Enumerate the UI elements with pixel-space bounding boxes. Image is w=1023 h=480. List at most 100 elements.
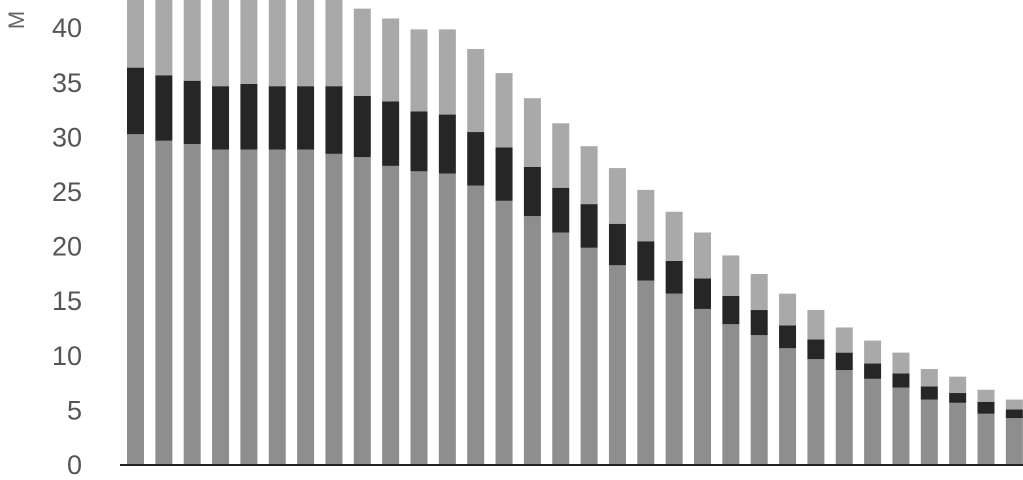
bar-segment	[155, 0, 173, 76]
bar-segment	[779, 293, 797, 326]
bar-segment	[523, 98, 541, 167]
bar-segment	[410, 171, 428, 464]
bar-segment	[495, 73, 513, 148]
bar-segment	[779, 325, 797, 349]
bar-segment	[353, 157, 371, 464]
bar-segment	[637, 241, 655, 281]
bar-segment	[183, 80, 201, 145]
bar-segment	[1005, 409, 1023, 419]
bar-segment	[835, 352, 853, 371]
bar-segment	[155, 75, 173, 141]
bar-segment	[694, 232, 711, 279]
bar-segment	[297, 86, 315, 150]
bar-segment	[722, 324, 740, 464]
bar-segment	[127, 0, 144, 68]
bar-segment	[835, 370, 853, 464]
bar-segment	[722, 255, 740, 296]
bar-segment	[523, 216, 541, 464]
bar-segment	[523, 166, 541, 217]
bar-segment	[977, 389, 995, 402]
bar-segment	[155, 140, 173, 464]
bar-segment	[920, 386, 938, 400]
bar-segment	[750, 310, 768, 336]
bar-segment	[750, 335, 768, 464]
bar-segment	[835, 327, 853, 353]
bar-segment	[722, 295, 740, 325]
bar-segment	[750, 273, 768, 311]
bar-segment	[268, 86, 286, 150]
bar-segment	[694, 308, 711, 464]
bar-segment	[212, 0, 230, 87]
bar-segment	[297, 149, 315, 464]
bar-segment	[240, 149, 258, 464]
bar-segment	[495, 200, 513, 464]
bar-segment	[438, 114, 456, 174]
bar-segment	[268, 149, 286, 464]
y-tick-label: 30	[52, 122, 82, 152]
bar-segment	[637, 280, 655, 464]
bar-segment	[240, 0, 258, 84]
y-tick-label: 35	[52, 68, 82, 98]
bar-segment	[892, 387, 910, 464]
bar-segment	[467, 132, 485, 186]
bar-segment	[382, 101, 400, 166]
bar-segment	[977, 401, 995, 414]
bar-segment	[920, 368, 938, 387]
bar-segment	[608, 168, 626, 224]
bar-segment	[382, 165, 400, 464]
bar-segment	[864, 340, 882, 364]
bar-segment	[1005, 399, 1023, 410]
bar-segment	[665, 211, 683, 261]
bar-segment	[212, 86, 230, 150]
bar-segment	[864, 378, 882, 464]
y-axis-ticks: 0 5 10 15 20 25 30 35 40	[52, 13, 82, 480]
bar-segment	[410, 111, 428, 172]
bar-segment	[977, 413, 995, 464]
bar-segment	[183, 0, 201, 81]
bar-segment	[580, 204, 598, 248]
bar-segment	[580, 146, 598, 205]
bar-segment	[212, 149, 230, 464]
y-tick-label: 25	[52, 177, 82, 207]
bar-segment	[892, 352, 910, 374]
bar-segment	[694, 278, 711, 309]
bar-segment	[438, 29, 456, 115]
bar-segment	[240, 83, 258, 150]
bar-segment	[580, 247, 598, 464]
bar-segment	[552, 187, 570, 233]
bar-segment	[325, 0, 343, 87]
bar-segment	[608, 265, 626, 464]
bar-segment	[353, 8, 371, 96]
y-tick-label: 10	[52, 341, 82, 371]
bar-segment	[949, 393, 967, 403]
bar-segment	[949, 376, 967, 394]
bar-segment	[552, 123, 570, 188]
bar-segment	[807, 339, 825, 360]
bar-segment	[864, 363, 882, 379]
bar-segment	[665, 260, 683, 294]
bar-segment	[438, 173, 456, 464]
y-tick-label: 20	[52, 232, 82, 262]
bar-segment	[779, 348, 797, 464]
bar-segment	[127, 134, 144, 464]
bar-segment	[637, 189, 655, 242]
bar-segment	[467, 185, 485, 465]
bar-segment	[353, 95, 371, 158]
bar-segment	[608, 223, 626, 266]
bar-segment	[665, 293, 683, 464]
y-axis-title: M	[4, 11, 29, 29]
bar-segment	[495, 147, 513, 201]
bar-segment	[297, 0, 315, 87]
bar-segment	[382, 18, 400, 102]
bar-segment	[127, 67, 144, 135]
bar-segment	[892, 373, 910, 388]
bar-segment	[183, 144, 201, 464]
bar-segment	[807, 310, 825, 340]
bars	[127, 0, 1023, 465]
bar-segment	[552, 232, 570, 464]
bar-segment	[920, 399, 938, 464]
y-tick-label: 5	[67, 395, 82, 425]
y-tick-label: 40	[52, 13, 82, 43]
bar-segment	[410, 29, 428, 112]
